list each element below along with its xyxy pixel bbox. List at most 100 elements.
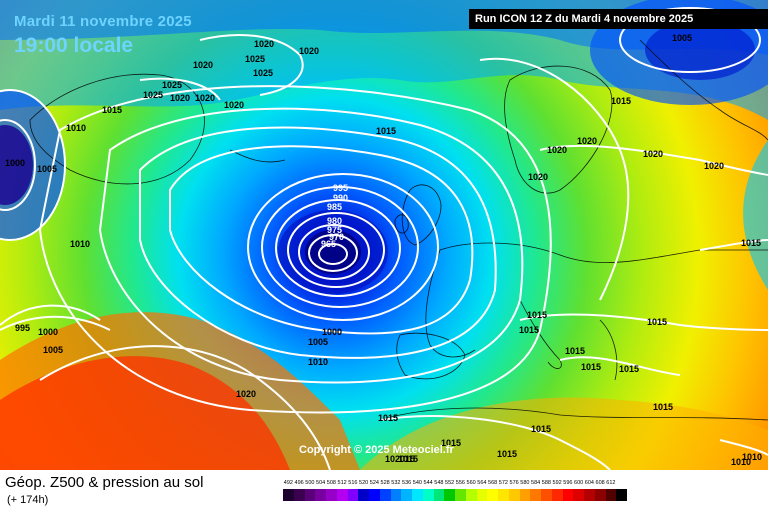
isobar-label: 1015 xyxy=(527,310,548,320)
scale-label: 540 xyxy=(412,480,422,486)
scale-cell: 600 xyxy=(573,478,584,504)
scale-cell: 568 xyxy=(487,478,498,504)
isobar-1015-east xyxy=(479,57,630,301)
scale-swatch xyxy=(605,489,617,501)
scale-swatch xyxy=(390,489,402,501)
scale-swatch xyxy=(562,489,574,501)
isobar-965 xyxy=(318,243,348,265)
scale-label: 560 xyxy=(466,480,476,486)
isobar-label: 985 xyxy=(327,202,343,212)
scale-cell: 612 xyxy=(605,478,617,504)
isobar-label: 1015 xyxy=(102,105,123,115)
europe-outline xyxy=(425,242,768,358)
isobar-label: 995 xyxy=(15,323,31,333)
isobar-label: 1020 xyxy=(236,389,257,399)
scale-label: 532 xyxy=(391,480,401,486)
isobar-label: 1020 xyxy=(299,46,320,56)
isobar-label: 1010 xyxy=(731,457,752,467)
scale-cell: 512 xyxy=(336,478,348,504)
scale-swatch xyxy=(347,489,359,501)
scale-swatch xyxy=(315,489,326,501)
isobar-1000-low xyxy=(0,119,36,211)
isobar-label: 1015 xyxy=(653,402,674,412)
scale-label: 504 xyxy=(316,480,326,486)
color-scale: 492 496 500 504 508 512 516 520 524 528 532 536 540 5… xyxy=(283,478,627,504)
scale-cell: 528 xyxy=(379,478,391,504)
isobar-label: 1005 xyxy=(672,33,693,43)
scale-label: 580 xyxy=(520,480,530,486)
scale-label: 544 xyxy=(423,480,433,486)
isobar-label: 1015 xyxy=(398,454,419,464)
scale-cell: 584 xyxy=(530,478,541,504)
scale-label xyxy=(616,478,627,488)
forecast-lead-time: (+ 174h) xyxy=(7,494,49,506)
scale-swatch xyxy=(304,489,316,501)
isobar-970 xyxy=(308,234,358,272)
scale-cell: 556 xyxy=(455,478,466,504)
isobar-label: 1010 xyxy=(742,452,763,462)
isobar-label: 1025 xyxy=(162,80,183,90)
scale-swatch xyxy=(444,489,455,501)
isobar-label: 1015 xyxy=(497,449,518,459)
scale-cell: 560 xyxy=(465,478,477,504)
isobar-label: 1015 xyxy=(619,364,640,374)
isobar-label: 1020 xyxy=(193,60,214,70)
scale-cell: 516 xyxy=(347,478,359,504)
scale-label: 524 xyxy=(369,480,379,486)
mediterranean-warm-band xyxy=(360,397,768,470)
scale-swatch xyxy=(616,489,627,501)
scale-swatch xyxy=(498,489,509,501)
isobar-label: 1015 xyxy=(441,438,462,448)
scale-label: 588 xyxy=(541,480,551,486)
isobar-1005-ne xyxy=(619,7,761,73)
scale-swatch xyxy=(283,489,294,501)
isobar-label: 975 xyxy=(327,225,343,235)
isobar-label: 970 xyxy=(329,232,345,242)
isobar-label: 102015 xyxy=(385,454,416,464)
scale-label: 568 xyxy=(488,480,498,486)
isobar-label: 1015 xyxy=(378,413,399,423)
scale-cell: 532 xyxy=(390,478,402,504)
isobar-1010-se xyxy=(719,439,768,456)
isobar-label: 1015 xyxy=(531,424,552,434)
scale-cell: 564 xyxy=(476,478,488,504)
scale-swatch xyxy=(551,489,563,501)
scale-swatch xyxy=(584,489,595,501)
isobar-label: 995 xyxy=(333,183,349,193)
isobars xyxy=(0,7,768,470)
scale-label: 592 xyxy=(552,480,562,486)
scandinavia-outline xyxy=(504,65,613,194)
isobar-label: 980 xyxy=(327,216,343,226)
north-africa-outline xyxy=(379,407,768,421)
british-isles-outline xyxy=(401,184,442,246)
scale-label: 500 xyxy=(305,480,315,486)
isobar-label: 1015 xyxy=(519,325,540,335)
isobar-label: 1010 xyxy=(66,123,87,133)
scale-swatch xyxy=(465,489,477,501)
isobar-label: 1015 xyxy=(741,238,762,248)
isobar-label: 1025 xyxy=(143,90,164,100)
isobar-1015 xyxy=(38,85,552,414)
run-info: Run ICON 12 Z du Mardi 4 novembre 2025 xyxy=(469,9,768,29)
scale-swatch xyxy=(487,489,498,501)
scale-cell: 576 xyxy=(508,478,520,504)
subtropical-ridge-core xyxy=(0,356,290,470)
scale-label: 496 xyxy=(294,480,304,486)
isobar-label: 1020 xyxy=(195,93,216,103)
isobar-label: 1020 xyxy=(547,145,568,155)
isobar-label: 965 xyxy=(321,239,337,249)
scale-label: 572 xyxy=(498,480,508,486)
atlantic-low-center xyxy=(305,230,361,274)
scale-swatch xyxy=(326,489,337,501)
isobar-label: 1000 xyxy=(38,327,59,337)
scale-swatch xyxy=(573,489,584,501)
isobar-1000 xyxy=(169,145,474,335)
scale-cell: 524 xyxy=(369,478,380,504)
isobar-label: 1015 xyxy=(581,362,602,372)
isobar-label: 1020 xyxy=(224,100,245,110)
scale-cell: 536 xyxy=(401,478,412,504)
scale-cell: 596 xyxy=(562,478,574,504)
scale-cell: 548 xyxy=(433,478,445,504)
isobar-label: 1020 xyxy=(528,172,549,182)
